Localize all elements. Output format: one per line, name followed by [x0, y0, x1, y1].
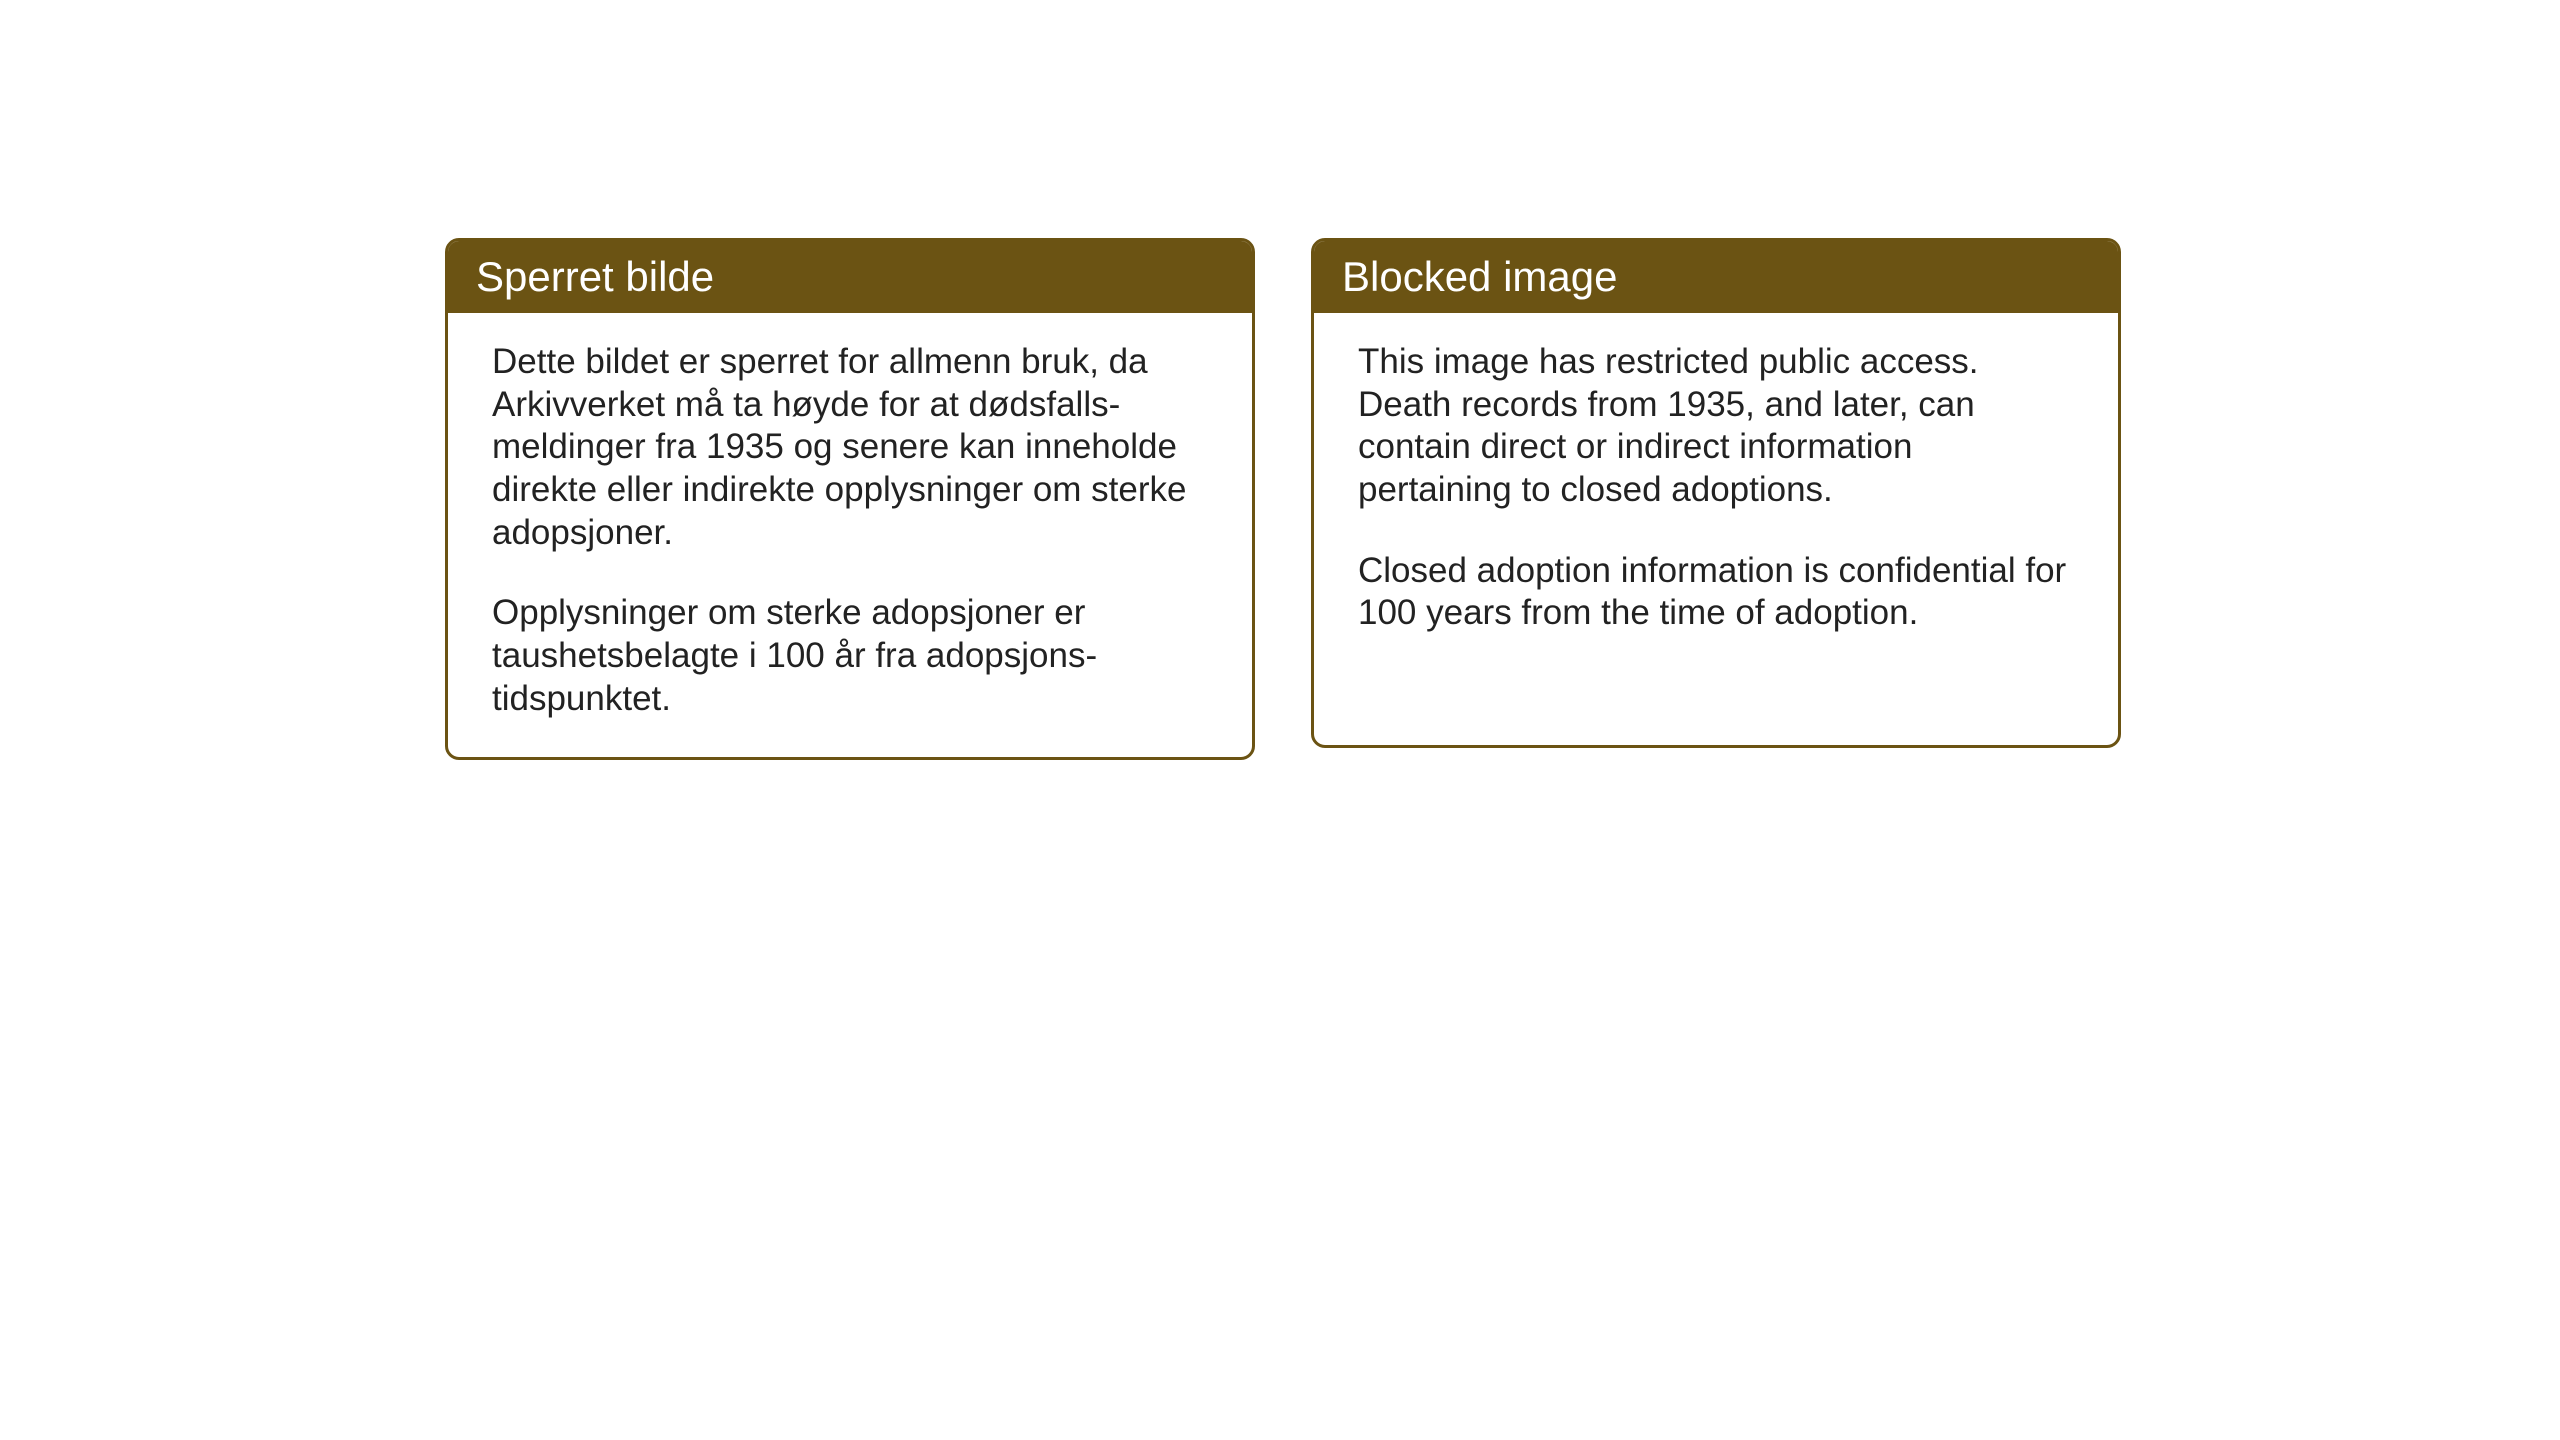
notice-para2-english: Closed adoption information is confident… — [1358, 550, 2074, 635]
notice-card-english: Blocked image This image has restricted … — [1311, 238, 2121, 748]
notice-para1-english: This image has restricted public access.… — [1358, 341, 2074, 512]
notice-title-norwegian: Sperret bilde — [476, 253, 714, 300]
notice-body-norwegian: Dette bildet er sperret for allmenn bruk… — [448, 313, 1252, 757]
notice-container: Sperret bilde Dette bildet er sperret fo… — [445, 238, 2121, 760]
notice-title-english: Blocked image — [1342, 253, 1617, 300]
notice-body-english: This image has restricted public access.… — [1314, 313, 2118, 671]
notice-para2-norwegian: Opplysninger om sterke adopsjoner er tau… — [492, 592, 1208, 720]
notice-header-norwegian: Sperret bilde — [448, 241, 1252, 313]
notice-para1-norwegian: Dette bildet er sperret for allmenn bruk… — [492, 341, 1208, 554]
notice-card-norwegian: Sperret bilde Dette bildet er sperret fo… — [445, 238, 1255, 760]
notice-header-english: Blocked image — [1314, 241, 2118, 313]
